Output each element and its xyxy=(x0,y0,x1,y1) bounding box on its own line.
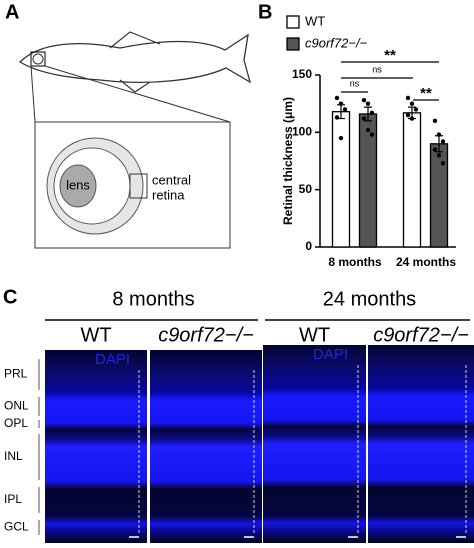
fish xyxy=(18,33,252,84)
lens-label: lens xyxy=(66,177,90,192)
data-point xyxy=(369,132,375,137)
layer-label: PRL xyxy=(4,367,28,381)
zoom-lines xyxy=(30,65,231,123)
region-box xyxy=(129,173,148,199)
bar-chart: 0 50 100 150 Retinal thickness (μm) 8 months 2… xyxy=(281,13,456,269)
y-axis-label: Retinal thickness (μm) xyxy=(281,97,295,225)
data-point xyxy=(409,101,415,106)
significance-label: ** xyxy=(384,47,396,64)
eye-box xyxy=(30,51,46,67)
y-tick-label: 50 xyxy=(299,182,313,196)
layer-label: OPL xyxy=(4,416,28,430)
data-point xyxy=(405,112,411,118)
significance-label: ** xyxy=(420,85,432,102)
panel-label: C xyxy=(3,286,17,308)
data-point xyxy=(338,135,344,141)
data-point xyxy=(405,95,411,101)
error-bar xyxy=(364,106,372,122)
stain-label: DAPI xyxy=(313,346,348,363)
data-point xyxy=(342,107,348,112)
data-point xyxy=(436,132,442,137)
data-point xyxy=(338,101,344,106)
data-point xyxy=(365,101,371,106)
y-tick-label: 0 xyxy=(305,239,312,253)
age-label: 8 months xyxy=(112,288,194,310)
bar xyxy=(429,143,449,248)
y-tick-label: 100 xyxy=(292,125,312,139)
bar xyxy=(331,111,351,248)
y-tick-label: 150 xyxy=(292,67,312,81)
age-label: 24 months xyxy=(323,288,416,310)
genotype-label: WT xyxy=(299,324,330,346)
data-point xyxy=(440,161,446,166)
legend-label: c9orf72−/− xyxy=(305,35,368,50)
eye xyxy=(32,53,44,65)
layer-label: ONL xyxy=(4,399,29,413)
data-point xyxy=(413,107,419,112)
fins xyxy=(109,31,161,93)
legend-swatch xyxy=(286,15,300,29)
region-label: central xyxy=(152,172,191,187)
data-point xyxy=(432,118,438,124)
layer-label: GCL xyxy=(4,520,29,534)
micrograph xyxy=(368,345,474,543)
micrograph xyxy=(150,350,262,543)
data-point xyxy=(334,115,340,120)
legend-swatch xyxy=(286,37,300,51)
significance-label: ns xyxy=(350,78,360,88)
stain-label: DAPI xyxy=(95,351,130,368)
data-point xyxy=(432,147,438,152)
layer-label: IPL xyxy=(4,492,22,506)
x-tick-label: 8 months xyxy=(328,255,382,269)
data-point xyxy=(365,127,371,133)
micrograph xyxy=(45,350,147,543)
data-point xyxy=(334,95,340,101)
data-point xyxy=(369,110,375,116)
data-point xyxy=(361,116,367,121)
micrograph xyxy=(263,345,366,543)
significance-label: ns xyxy=(372,64,382,74)
legend-label: WT xyxy=(305,13,325,28)
bar xyxy=(402,112,422,248)
data-point xyxy=(440,139,446,144)
panel-label: B xyxy=(258,1,272,23)
data-point xyxy=(361,98,367,103)
data-point xyxy=(436,153,442,158)
genotype-label: c9orf72−/− xyxy=(373,324,469,346)
layer-label: INL xyxy=(4,449,23,463)
panel-label: A xyxy=(5,1,19,23)
x-tick-label: 24 months xyxy=(396,255,456,269)
data-point xyxy=(409,116,415,121)
lens-shape xyxy=(59,164,97,208)
region-label: retina xyxy=(152,187,185,202)
genotype-label: WT xyxy=(80,324,111,346)
genotype-label: c9orf72−/− xyxy=(158,324,254,346)
